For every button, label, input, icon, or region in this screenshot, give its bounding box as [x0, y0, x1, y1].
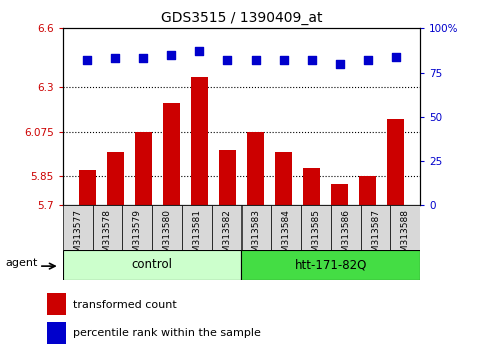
Text: htt-171-82Q: htt-171-82Q [295, 258, 367, 271]
Bar [63, 250, 242, 280]
Text: GSM313579: GSM313579 [133, 209, 142, 264]
Bar [303, 168, 320, 205]
Point [308, 57, 315, 63]
Text: GSM313580: GSM313580 [163, 209, 171, 264]
Bar [93, 205, 122, 250]
Bar [79, 170, 96, 205]
Text: percentile rank within the sample: percentile rank within the sample [72, 328, 260, 338]
Point [84, 57, 91, 63]
Bar [359, 176, 376, 205]
Point [364, 57, 371, 63]
Bar [47, 322, 66, 344]
Bar [191, 78, 208, 205]
Bar [182, 205, 212, 250]
Text: agent: agent [5, 258, 37, 268]
Text: transformed count: transformed count [72, 299, 176, 310]
Point [392, 54, 399, 59]
Point [168, 52, 175, 58]
Text: GSM313583: GSM313583 [252, 209, 261, 264]
Point [224, 57, 231, 63]
Bar [212, 205, 242, 250]
Text: GSM313588: GSM313588 [401, 209, 410, 264]
Bar [331, 184, 348, 205]
Bar [387, 119, 404, 205]
Text: control: control [132, 258, 172, 271]
Bar [219, 150, 236, 205]
Bar [301, 205, 331, 250]
Bar [122, 205, 152, 250]
Point [252, 57, 259, 63]
Bar [163, 103, 180, 205]
Bar [47, 293, 66, 315]
Point [336, 61, 343, 67]
Bar [242, 250, 420, 280]
Bar [152, 205, 182, 250]
Bar [361, 205, 390, 250]
Bar [135, 132, 152, 205]
Bar [331, 205, 361, 250]
Point [196, 48, 203, 54]
Point [280, 57, 287, 63]
Bar [242, 205, 271, 250]
Text: GSM313586: GSM313586 [341, 209, 350, 264]
Bar [63, 205, 93, 250]
Text: GSM313585: GSM313585 [312, 209, 320, 264]
Bar [275, 152, 292, 205]
Text: GSM313577: GSM313577 [73, 209, 82, 264]
Text: GSM313578: GSM313578 [103, 209, 112, 264]
Bar [390, 205, 420, 250]
Bar [247, 132, 264, 205]
Bar [107, 152, 124, 205]
Point [112, 56, 119, 61]
Title: GDS3515 / 1390409_at: GDS3515 / 1390409_at [161, 11, 322, 24]
Bar [271, 205, 301, 250]
Text: GSM313584: GSM313584 [282, 209, 291, 264]
Text: GSM313582: GSM313582 [222, 209, 231, 264]
Text: GSM313581: GSM313581 [192, 209, 201, 264]
Text: GSM313587: GSM313587 [371, 209, 380, 264]
Point [140, 56, 147, 61]
